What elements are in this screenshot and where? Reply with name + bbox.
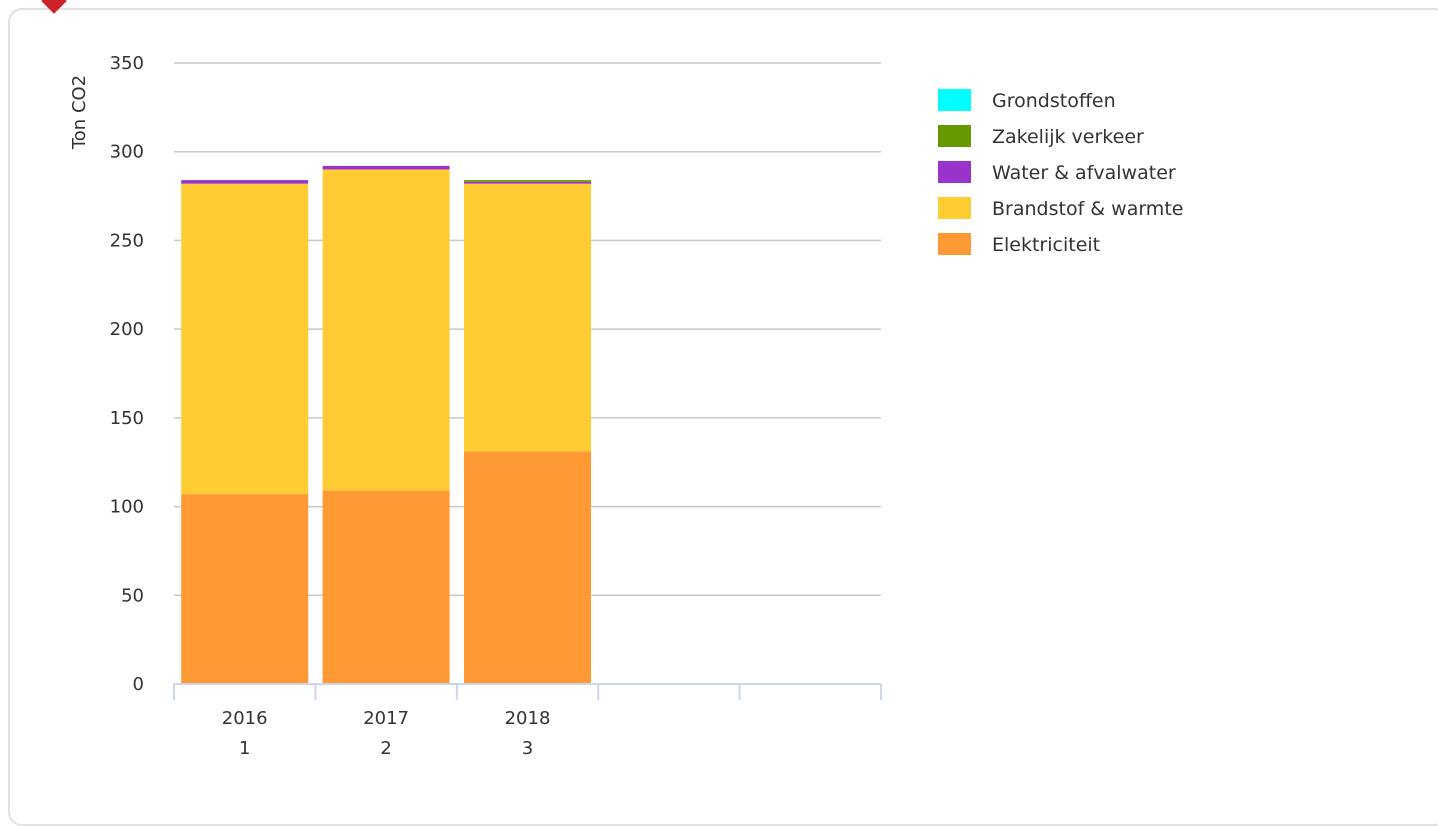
y-tick-label: 350 — [110, 53, 144, 74]
y-tick-label: 300 — [110, 142, 144, 163]
x-tick-label-index: 3 — [522, 738, 533, 759]
bars — [181, 165, 591, 684]
bar-segment — [464, 180, 591, 182]
x-tick-label-index: 2 — [380, 738, 391, 759]
legend-label: Brandstof & warmte — [992, 198, 1183, 220]
legend-label: Elektriciteit — [992, 234, 1100, 256]
legend-swatch — [938, 161, 971, 183]
y-tick-label: 250 — [110, 230, 144, 251]
y-axis-label: Ton CO2 — [69, 75, 90, 150]
x-tick-label-index: 1 — [239, 738, 250, 759]
y-tick-label: 200 — [110, 319, 144, 340]
bar-segment — [464, 181, 591, 184]
bar-segment — [464, 183, 591, 452]
legend-label: Zakelijk verkeer — [992, 126, 1144, 148]
legend-swatch — [938, 197, 971, 219]
bar-segment — [181, 180, 309, 184]
bar-segment — [464, 451, 591, 684]
legend: Grondstoffen Zakelijk verkeer Water & afva… — [938, 89, 1183, 256]
y-axis-ticks: 0 50 100 150 200 250 300 350 — [110, 53, 144, 695]
y-tick-label: 150 — [110, 408, 144, 429]
y-tick-label: 100 — [110, 497, 144, 518]
x-tick-label-year: 2018 — [505, 708, 551, 729]
legend-swatch — [938, 233, 971, 255]
y-tick-label: 50 — [121, 585, 144, 606]
y-tick-label: 0 — [133, 674, 144, 695]
bar-segment — [322, 165, 450, 170]
x-tick-label-year: 2017 — [363, 708, 409, 729]
bar-segment — [181, 183, 309, 495]
x-tick-label-year: 2016 — [222, 708, 268, 729]
bar-segment — [322, 490, 450, 684]
x-axis: 2016 1 2017 2 2018 3 — [173, 683, 882, 759]
bar-segment — [322, 169, 450, 491]
legend-label: Water & afvalwater — [992, 162, 1176, 184]
bar-segment — [181, 494, 309, 684]
legend-swatch — [938, 89, 971, 111]
legend-swatch — [938, 125, 971, 147]
legend-label: Grondstoffen — [992, 90, 1116, 112]
